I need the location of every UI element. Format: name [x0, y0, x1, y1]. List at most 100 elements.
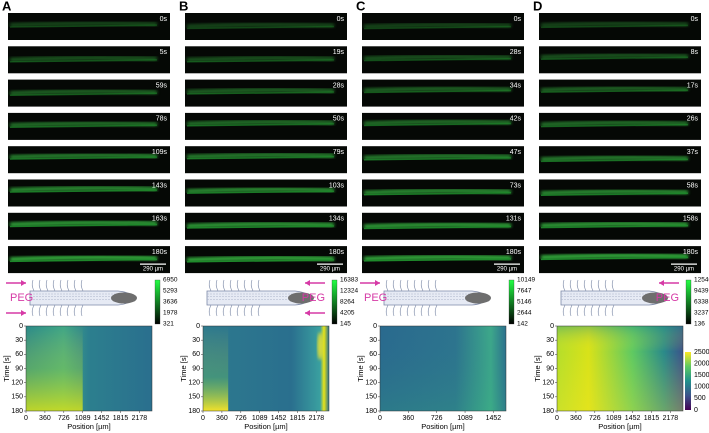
- x-tick-label: 726: [589, 415, 601, 422]
- x-tick-label: 1089: [606, 415, 622, 422]
- root-signal-fine: [186, 225, 335, 229]
- root-hair: [215, 279, 219, 317]
- colorbar-tick-label: 12324: [340, 288, 358, 295]
- timestamp: 180s: [506, 249, 522, 256]
- timestamp: 78s: [156, 116, 168, 123]
- root-signal: [9, 220, 158, 227]
- timestamp: 26s: [687, 116, 699, 123]
- root-hair: [583, 279, 587, 317]
- micrograph: [185, 146, 347, 174]
- arrow-head: [375, 280, 380, 286]
- micrograph: [362, 112, 524, 140]
- colorbar-tick-label: 3636: [163, 299, 178, 306]
- root-diagram: [383, 279, 491, 317]
- x-axis-label: Position [µm]: [67, 422, 111, 431]
- timestamp: 42s: [510, 116, 522, 123]
- root-signal-fine: [9, 189, 158, 193]
- root-hair: [66, 279, 70, 317]
- y-tick-label: 180: [11, 408, 23, 415]
- root-hair: [208, 279, 212, 317]
- root-hair: [392, 279, 396, 317]
- root-signal: [363, 222, 512, 229]
- timestamp: 180s: [152, 249, 168, 256]
- colorbar: [331, 279, 338, 325]
- timestamp: 143s: [152, 182, 168, 189]
- x-tick-label: 1452: [94, 415, 110, 422]
- y-tick-label: 150: [11, 394, 23, 401]
- root-hair: [611, 279, 615, 317]
- x-axis-label: Position [µm]: [598, 422, 642, 431]
- colorbar-tick-label: 145: [340, 321, 351, 328]
- root-tip: [465, 292, 491, 304]
- root-signal-fine: [540, 256, 689, 261]
- colorbar-tick-label: 142: [517, 321, 528, 328]
- root-signal: [363, 54, 512, 61]
- timestamp: 109s: [152, 149, 168, 156]
- root-hair: [413, 279, 417, 317]
- y-tick-label: 90: [546, 365, 554, 372]
- timestamp: 37s: [687, 149, 699, 156]
- x-axis-label: Position [µm]: [244, 422, 288, 431]
- y-tick-label: 30: [369, 337, 377, 344]
- heatmap-overlay: [380, 326, 506, 411]
- y-axis-label: Time [s]: [179, 355, 188, 381]
- root-hair: [590, 279, 594, 317]
- x-tick-label: 1089: [457, 415, 473, 422]
- y-tick-label: 30: [15, 337, 23, 344]
- y-tick-label: 90: [369, 365, 377, 372]
- root-signal-fine: [186, 190, 335, 194]
- timestamp: 180s: [329, 249, 345, 256]
- root-tip: [288, 292, 314, 304]
- x-tick-label: 1089: [252, 415, 268, 422]
- root-signal: [540, 120, 689, 127]
- y-tick-label: 60: [15, 351, 23, 358]
- x-tick-label: 726: [431, 415, 443, 422]
- x-tick-label: 1452: [625, 415, 641, 422]
- colorbar-tick-label: 10149: [517, 277, 535, 284]
- root-hair: [597, 279, 601, 317]
- x-tick-label: 1815: [290, 415, 306, 422]
- timestamp: 0s: [337, 16, 345, 23]
- root-signal: [540, 53, 689, 60]
- heatmap-colorbar-tick-label: 500: [694, 395, 706, 402]
- y-tick-label: 90: [192, 365, 200, 372]
- micrograph: [8, 179, 170, 207]
- y-tick-label: 60: [546, 351, 554, 358]
- root-signal: [186, 22, 335, 29]
- root-signal: [9, 153, 158, 160]
- arrow-head: [21, 280, 26, 286]
- arrow-head: [659, 280, 664, 286]
- root-hair: [562, 279, 566, 317]
- root-signal-fine: [363, 191, 512, 196]
- root-signal: [9, 121, 158, 128]
- root-signal-fine: [540, 158, 689, 163]
- root-hair: [399, 279, 403, 317]
- y-tick-label: 150: [365, 394, 377, 401]
- colorbar-tick-label: 7647: [517, 288, 532, 295]
- x-tick-label: 2178: [309, 415, 325, 422]
- y-axis-label: Time [s]: [356, 355, 365, 381]
- root-signal: [540, 221, 689, 228]
- x-axis-label: Position [µm]: [421, 422, 465, 431]
- root-signal: [363, 154, 512, 160]
- root-hair: [222, 279, 226, 317]
- root-hair: [52, 279, 56, 317]
- y-tick-label: 0: [196, 323, 200, 330]
- root-hair: [45, 279, 49, 317]
- micrograph: [185, 112, 347, 140]
- root-signal-fine: [540, 56, 689, 60]
- y-tick-label: 120: [11, 380, 23, 387]
- timestamp: 158s: [683, 216, 699, 223]
- root-signal-fine: [9, 59, 158, 63]
- heatmap-colorbar: [685, 352, 691, 410]
- root-signal: [186, 120, 335, 126]
- colorbar: [154, 279, 161, 325]
- root-signal: [186, 152, 335, 159]
- stimulus-label: PEG: [302, 292, 325, 304]
- root-signal: [9, 56, 158, 62]
- root-hair: [229, 279, 233, 317]
- root-signal-fine: [9, 124, 158, 129]
- root-signal-fine: [540, 89, 689, 93]
- x-tick-label: 726: [58, 415, 70, 422]
- colorbar-tick-label: 5146: [517, 299, 532, 306]
